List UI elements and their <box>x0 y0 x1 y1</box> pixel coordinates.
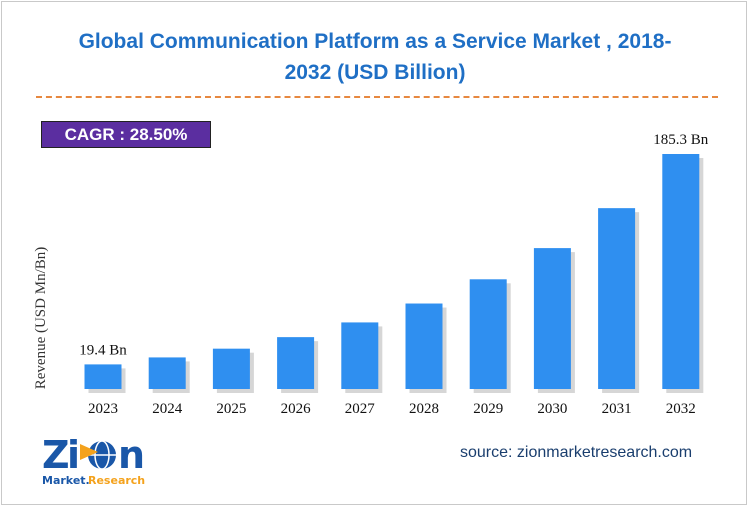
bar-2026 <box>277 337 315 389</box>
x-tick-2025: 2025 <box>216 401 246 417</box>
bar-2023 <box>84 364 122 389</box>
title-divider <box>36 96 718 98</box>
cagr-badge: CAGR : 28.50% <box>41 121 211 148</box>
x-tick-2030: 2030 <box>537 401 567 417</box>
x-tick-2023: 2023 <box>88 401 118 417</box>
x-tick-2024: 2024 <box>152 401 183 417</box>
bar-2027 <box>341 322 379 389</box>
data-label-2032: 185.3 Bn <box>653 132 709 148</box>
x-tick-2028: 2028 <box>409 401 439 417</box>
chart-title-line-1: Global Communication Platform as a Servi… <box>78 30 672 53</box>
bar-2025 <box>212 348 250 389</box>
x-tick-2032: 2032 <box>666 401 696 417</box>
zion-logo: Z i n Market. Research <box>40 433 152 490</box>
x-tick-2031: 2031 <box>602 401 632 417</box>
svg-text:Z: Z <box>42 434 69 477</box>
data-label-2023: 19.4 Bn <box>79 342 127 358</box>
source-note: source: zionmarketresearch.com <box>460 444 693 461</box>
bar-2032 <box>662 154 700 389</box>
y-axis-label: Revenue (USD Mn/Bn) <box>33 247 49 390</box>
svg-text:n: n <box>118 434 145 477</box>
bar-2031 <box>598 208 636 389</box>
x-tick-2026: 2026 <box>281 401 312 417</box>
svg-text:Research: Research <box>88 474 145 487</box>
chart-title-line-2: 2032 (USD Billion) <box>284 61 466 84</box>
svg-text:i: i <box>67 434 80 477</box>
bar-2030 <box>533 248 571 389</box>
svg-text:Market.: Market. <box>42 474 90 487</box>
bar-2028 <box>405 303 443 389</box>
x-tick-2027: 2027 <box>345 401 376 417</box>
bar-2024 <box>148 357 186 389</box>
x-tick-2029: 2029 <box>473 401 503 417</box>
chart-title: Global Communication Platform as a Servi… <box>20 26 730 88</box>
bar-2029 <box>469 279 507 389</box>
